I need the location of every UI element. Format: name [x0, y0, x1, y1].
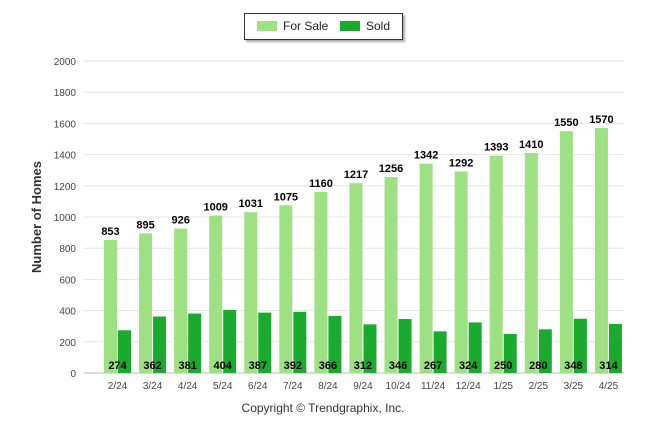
data-label-for-sale: 853	[101, 226, 119, 238]
bar-sold	[223, 309, 237, 373]
data-label-for-sale: 1031	[239, 198, 263, 210]
x-tick-label: 10/24	[386, 381, 411, 392]
legend-swatch-sold	[340, 21, 360, 31]
data-label-sold: 267	[424, 360, 442, 372]
bar-for-sale	[384, 177, 398, 373]
legend-label-sold: Sold	[366, 19, 391, 33]
data-label-sold: 314	[599, 360, 618, 372]
data-label-sold: 392	[284, 360, 302, 372]
x-tick-label: 3/24	[143, 381, 163, 392]
data-label-sold: 346	[389, 360, 407, 372]
data-label-sold: 274	[108, 360, 127, 372]
data-label-sold: 348	[564, 360, 582, 372]
bar-for-sale	[139, 233, 153, 373]
y-tick-label: 1200	[54, 182, 77, 193]
y-tick-label: 1600	[54, 119, 77, 130]
bar-for-sale	[279, 205, 293, 373]
bar-for-sale	[594, 128, 608, 373]
x-tick-label: 8/24	[318, 381, 338, 392]
data-label-sold: 250	[494, 360, 512, 372]
bar-for-sale	[209, 215, 223, 373]
bar-for-sale	[559, 131, 573, 373]
bar-for-sale	[314, 192, 328, 373]
bar-sold	[538, 329, 552, 373]
bar-sold	[503, 334, 517, 373]
bar-sold	[258, 312, 272, 373]
y-axis-label: Number of Homes	[29, 161, 44, 273]
data-label-sold: 324	[459, 360, 478, 372]
data-label-sold: 280	[529, 360, 547, 372]
bar-for-sale	[524, 153, 538, 373]
x-tick-label: 9/24	[353, 381, 373, 392]
y-tick-label: 200	[59, 338, 76, 349]
data-label-for-sale: 1393	[484, 142, 508, 154]
legend-label-for-sale: For Sale	[283, 19, 329, 33]
data-label-for-sale: 1342	[414, 150, 438, 162]
data-label-sold: 312	[354, 360, 372, 372]
y-tick-label: 1800	[54, 88, 77, 99]
bar-for-sale	[174, 228, 188, 373]
bar-sold	[573, 318, 587, 373]
data-labels: 853 274 895 362 926 381 1009 404 1031 387 1075 392 1…	[101, 114, 618, 372]
data-label-for-sale: 1570	[589, 114, 613, 126]
x-tick-label: 12/24	[456, 381, 481, 392]
copyright-text: Copyright © Trendgraphix, Inc.	[241, 401, 405, 415]
bar-sold	[153, 316, 167, 373]
data-label-for-sale: 1075	[274, 191, 298, 203]
x-tick-label: 7/24	[283, 381, 303, 392]
data-label-for-sale: 1160	[309, 178, 333, 190]
y-tick-label: 0	[70, 369, 76, 380]
x-tick-label: 6/24	[248, 381, 268, 392]
y-tick-label: 2000	[54, 57, 77, 68]
y-tick-label: 600	[59, 275, 76, 286]
bar-sold	[468, 322, 482, 373]
y-tick-label: 1000	[54, 213, 77, 224]
x-tick-label: 2/25	[529, 381, 549, 392]
bar-for-sale	[489, 155, 503, 373]
bar-sold	[433, 331, 447, 373]
bar-for-sale	[349, 183, 363, 373]
bar-for-sale	[104, 239, 117, 373]
x-tick-label: 3/25	[564, 381, 584, 392]
data-label-sold: 366	[319, 360, 337, 372]
data-label-for-sale: 1217	[344, 169, 368, 181]
bar-sold	[398, 319, 412, 373]
data-label-for-sale: 1256	[379, 163, 403, 175]
bar-sold	[608, 324, 622, 373]
y-tick-label: 400	[59, 307, 76, 318]
x-tick-label: 4/24	[178, 381, 198, 392]
data-label-for-sale: 1292	[449, 157, 473, 169]
y-tick-label: 1400	[54, 151, 77, 162]
legend: For Sale Sold	[244, 13, 403, 40]
x-tick-label: 4/25	[599, 381, 619, 392]
legend-swatch-for-sale	[257, 21, 277, 31]
y-axis-ticks: 0 200 400 600 800 1000 1200 1400 1600 1800 2000	[54, 57, 77, 380]
x-tick-label: 11/24	[421, 381, 446, 392]
data-label-for-sale: 895	[136, 219, 154, 231]
x-tick-label: 1/25	[493, 381, 513, 392]
data-label-for-sale: 1410	[519, 139, 543, 151]
x-tick-label: 2/24	[108, 381, 128, 392]
bar-sold	[118, 330, 131, 373]
data-label-sold: 381	[178, 360, 196, 372]
x-axis-ticks: 2/24 3/24 4/24 5/24 6/24 7/24 8/24 9/24 10/24 11/…	[108, 381, 619, 392]
data-label-for-sale: 1550	[554, 117, 578, 129]
data-label-sold: 387	[249, 360, 267, 372]
y-tick-label: 800	[59, 244, 76, 255]
bar-sold	[363, 324, 377, 373]
data-label-for-sale: 926	[171, 215, 189, 227]
bar-for-sale	[244, 212, 258, 373]
x-tick-label: 5/24	[213, 381, 233, 392]
bar-sold	[188, 313, 202, 373]
bar-sold	[328, 315, 342, 373]
data-label-for-sale: 1009	[203, 202, 227, 214]
bar-for-sale	[419, 163, 433, 373]
data-label-sold: 362	[143, 360, 161, 372]
bars	[104, 128, 622, 373]
data-label-sold: 404	[214, 360, 233, 372]
bar-sold	[293, 311, 307, 373]
bar-for-sale	[454, 171, 468, 373]
